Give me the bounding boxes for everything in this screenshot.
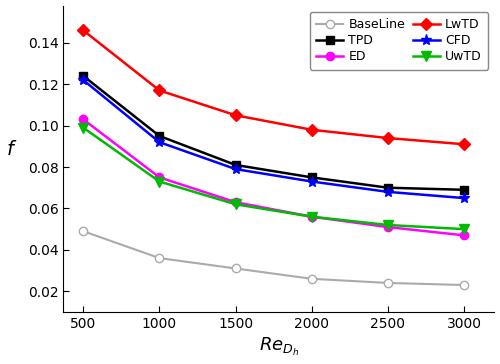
BaseLine (308, 277, 314, 281)
ED (385, 225, 391, 229)
TPD (232, 163, 238, 167)
BaseLine (232, 266, 238, 271)
Line: CFD: CFD (78, 75, 469, 203)
CFD (385, 190, 391, 194)
TPD (80, 74, 86, 78)
ED (232, 200, 238, 205)
TPD (461, 187, 467, 192)
ED (308, 214, 314, 219)
LwTD (461, 142, 467, 146)
Y-axis label: $f$: $f$ (6, 140, 17, 159)
TPD (156, 134, 162, 138)
X-axis label: $Re_{D_h}$: $Re_{D_h}$ (259, 336, 299, 359)
BaseLine (156, 256, 162, 260)
ED (461, 233, 467, 238)
Line: ED: ED (79, 115, 468, 240)
LwTD (308, 127, 314, 132)
CFD (461, 196, 467, 200)
TPD (308, 175, 314, 179)
LwTD (385, 136, 391, 140)
ED (80, 117, 86, 122)
TPD (385, 186, 391, 190)
BaseLine (385, 281, 391, 285)
CFD (232, 167, 238, 171)
CFD (156, 140, 162, 145)
UwTD (385, 223, 391, 227)
LwTD (156, 88, 162, 92)
Line: UwTD: UwTD (78, 123, 469, 234)
UwTD (80, 126, 86, 130)
UwTD (461, 227, 467, 231)
Line: BaseLine: BaseLine (79, 227, 468, 289)
UwTD (232, 202, 238, 206)
UwTD (156, 179, 162, 184)
BaseLine (80, 229, 86, 233)
Line: TPD: TPD (79, 72, 468, 194)
Line: LwTD: LwTD (79, 26, 468, 149)
CFD (308, 179, 314, 184)
Legend: BaseLine, TPD, ED, LwTD, CFD, UwTD: BaseLine, TPD, ED, LwTD, CFD, UwTD (310, 12, 488, 70)
UwTD (308, 214, 314, 219)
ED (156, 175, 162, 179)
CFD (80, 78, 86, 82)
LwTD (232, 113, 238, 118)
BaseLine (461, 283, 467, 287)
LwTD (80, 28, 86, 33)
